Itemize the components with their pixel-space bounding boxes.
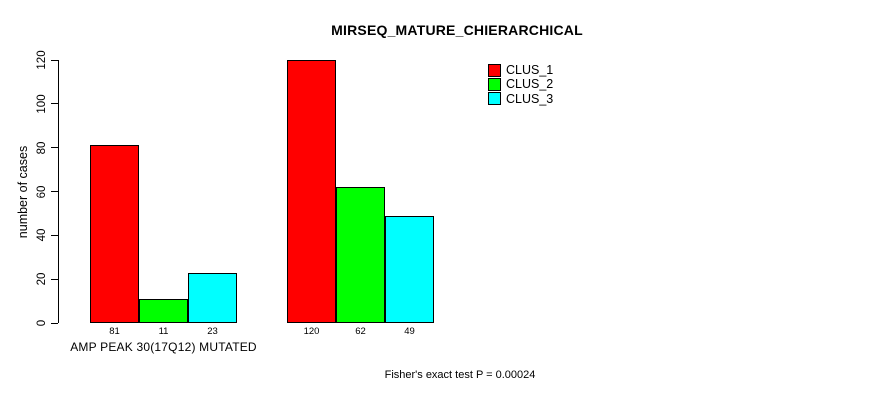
bar-clus_2-group1 xyxy=(139,298,188,323)
bar-clus_1-group1 xyxy=(90,145,139,323)
y-axis-label: number of cases xyxy=(16,145,30,239)
annotation-fisher-test: Fisher's exact test P = 0.00024 xyxy=(384,369,536,381)
bar-value-clus_2-group1: 11 xyxy=(158,326,169,337)
bar-value-clus_2-group2: 62 xyxy=(355,326,366,337)
legend-item-clus_3: CLUS_3 xyxy=(488,92,553,106)
y-tick-120 xyxy=(51,59,58,61)
legend-label-clus_3: CLUS_3 xyxy=(506,91,554,106)
y-tick-40 xyxy=(51,234,58,236)
y-tick-label-60: 60 xyxy=(36,185,48,198)
y-tick-80 xyxy=(51,147,58,149)
y-tick-60 xyxy=(51,191,58,192)
legend: CLUS_1 CLUS_2 CLUS_3 xyxy=(488,63,553,106)
y-tick-label-120: 120 xyxy=(36,50,48,70)
y-tick-100 xyxy=(51,103,58,105)
y-tick-20 xyxy=(51,278,58,280)
bar-value-clus_3-group2: 49 xyxy=(404,326,415,337)
bar-value-clus_1-group2: 120 xyxy=(303,326,320,337)
bar-clus_1-group2 xyxy=(287,60,336,323)
legend-item-clus_2: CLUS_2 xyxy=(488,77,553,91)
group-label-1: AMP PEAK 30(17Q12) MUTATED xyxy=(70,340,257,354)
y-tick-label-0: 0 xyxy=(36,319,48,327)
bar-clus_2-group2 xyxy=(336,187,385,323)
legend-swatch-clus_1 xyxy=(488,63,501,77)
bar-value-clus_1-group1: 81 xyxy=(109,326,120,337)
y-tick-label-20: 20 xyxy=(36,272,48,286)
bar-clus_3-group1 xyxy=(188,272,237,323)
legend-swatch-clus_3 xyxy=(488,92,501,106)
y-tick-0 xyxy=(51,322,58,324)
y-tick-label-100: 100 xyxy=(36,94,48,114)
legend-label-clus_1: CLUS_1 xyxy=(506,63,554,78)
plot-area: 0 20 40 60 80 100 120 81 11 23 AMP PEAK 30(17Q12) … xyxy=(36,50,459,354)
legend-label-clus_2: CLUS_2 xyxy=(506,77,554,92)
chart-title: MIRSEQ_MATURE_CHIERARCHICAL xyxy=(331,22,583,38)
y-tick-label-40: 40 xyxy=(36,228,48,242)
legend-swatch-clus_2 xyxy=(488,77,501,91)
y-tick-label-80: 80 xyxy=(36,141,48,155)
legend-item-clus_1: CLUS_1 xyxy=(488,63,553,77)
bar-value-clus_3-group1: 23 xyxy=(207,326,218,337)
bar-clus_3-group2 xyxy=(385,215,434,323)
